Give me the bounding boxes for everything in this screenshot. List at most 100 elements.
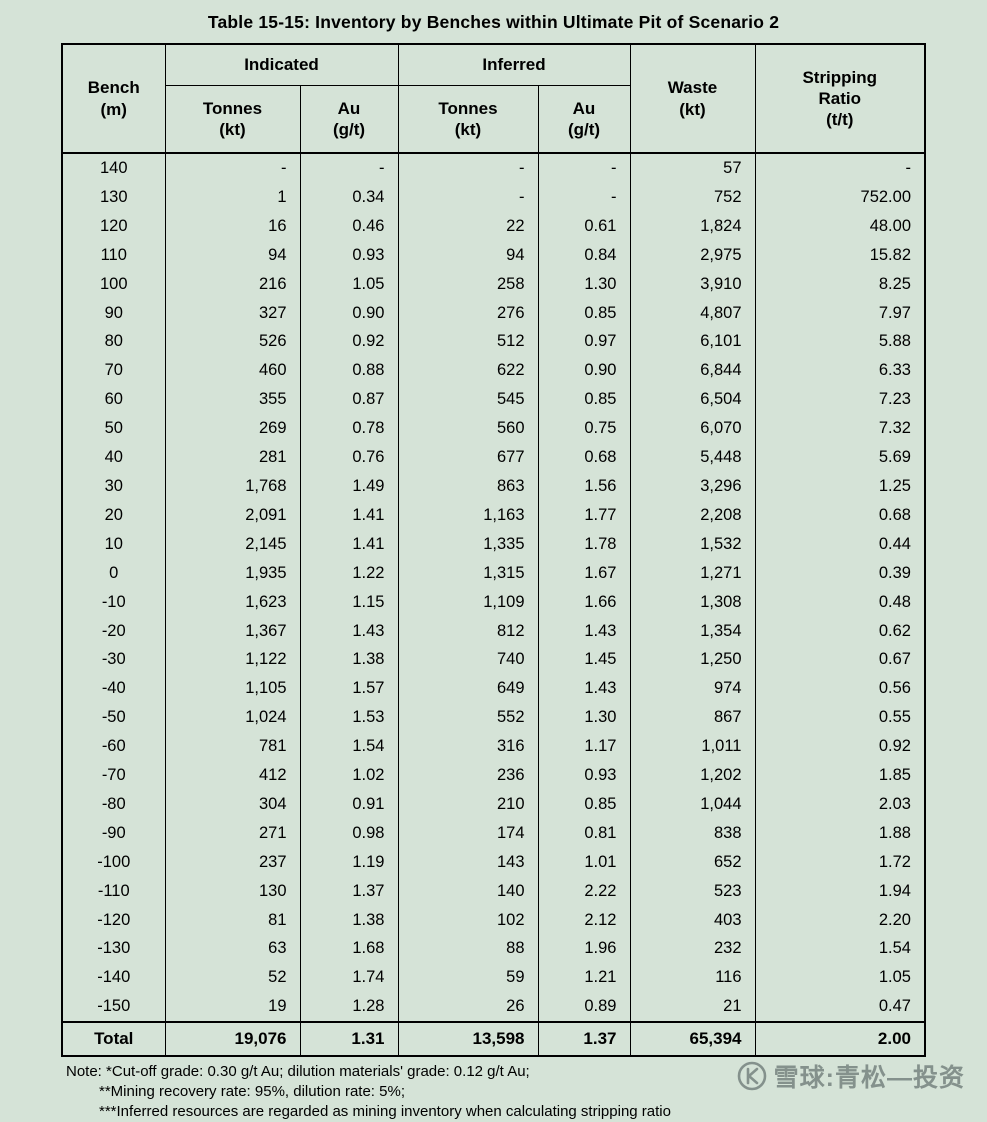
header-stripping-ratio: Stripping Ratio (t/t) [754, 43, 926, 154]
value-cell: 0.81 [537, 818, 631, 848]
value-cell: 1,532 [629, 529, 756, 559]
value-cell: 0.87 [299, 385, 399, 415]
table-title: Table 15-15: Inventory by Benches within… [207, 12, 780, 32]
value-cell: 867 [629, 703, 756, 733]
value-cell: 1.05 [299, 269, 399, 299]
value-cell: 1.49 [299, 471, 399, 501]
value-cell: 63 [164, 934, 301, 964]
value-cell: 1.38 [299, 905, 399, 935]
table-row: -60 781 1.54 316 1.17 1,011 0.92 [61, 732, 926, 762]
value-cell: 752.00 [754, 182, 926, 212]
value-cell: 130 [164, 876, 301, 906]
value-cell: 19 [164, 992, 301, 1023]
value-cell: 8.25 [754, 269, 926, 299]
value-cell: 0.61 [537, 211, 631, 241]
value-cell: 4,807 [629, 298, 756, 328]
value-cell: 1.56 [537, 471, 631, 501]
table-row: 0 1,935 1.22 1,315 1.67 1,271 0.39 [61, 558, 926, 588]
note-line-3: ***Inferred resources are regarded as mi… [99, 1103, 671, 1121]
bench-cell: -110 [61, 876, 166, 906]
table-row: -40 1,105 1.57 649 1.43 974 0.56 [61, 674, 926, 704]
value-cell: 523 [629, 876, 756, 906]
value-cell: 81 [164, 905, 301, 935]
value-cell: 1,250 [629, 645, 756, 675]
bench-cell: 110 [61, 240, 166, 270]
value-cell: 57 [629, 153, 756, 183]
value-cell: 1.66 [537, 587, 631, 617]
value-cell: 1.41 [299, 529, 399, 559]
value-cell: 1.94 [754, 876, 926, 906]
value-cell: 1.41 [299, 500, 399, 530]
value-cell: 1,163 [397, 500, 539, 530]
table-row: 50 269 0.78 560 0.75 6,070 7.32 [61, 414, 926, 444]
value-cell: 59 [397, 963, 539, 993]
value-cell: 16 [164, 211, 301, 241]
value-cell: 140 [397, 876, 539, 906]
value-cell: 1 [164, 182, 301, 212]
value-cell: - [397, 153, 539, 183]
bench-cell: -60 [61, 732, 166, 762]
value-cell: 0.98 [299, 818, 399, 848]
value-cell: 0.47 [754, 992, 926, 1023]
table-row: -100 237 1.19 143 1.01 652 1.72 [61, 847, 926, 877]
value-cell: 7.32 [754, 414, 926, 444]
value-cell: 1.53 [299, 703, 399, 733]
value-cell: 0.85 [537, 385, 631, 415]
bench-cell: -50 [61, 703, 166, 733]
total-stripping-ratio: 2.00 [754, 1021, 926, 1057]
value-cell: 1.15 [299, 587, 399, 617]
value-cell: 216 [164, 269, 301, 299]
value-cell: - [754, 153, 926, 183]
value-cell: 1.88 [754, 818, 926, 848]
value-cell: 3,296 [629, 471, 756, 501]
value-cell: 2.12 [537, 905, 631, 935]
table-row: -110 130 1.37 140 2.22 523 1.94 [61, 876, 926, 906]
value-cell: 1.38 [299, 645, 399, 675]
bench-cell: 80 [61, 327, 166, 357]
value-cell: 271 [164, 818, 301, 848]
value-cell: 1,768 [164, 471, 301, 501]
bench-cell: 20 [61, 500, 166, 530]
value-cell: 526 [164, 327, 301, 357]
bench-cell: 90 [61, 298, 166, 328]
value-cell: 1.21 [537, 963, 631, 993]
value-cell: - [537, 153, 631, 183]
value-cell: 0.62 [754, 616, 926, 646]
value-cell: 0.48 [754, 587, 926, 617]
value-cell: 21 [629, 992, 756, 1023]
bench-cell: 120 [61, 211, 166, 241]
value-cell: 0.85 [537, 789, 631, 819]
value-cell: 2,975 [629, 240, 756, 270]
header-inferred-tonnes: Tonnes (kt) [397, 85, 539, 154]
total-indicated-au: 1.31 [299, 1021, 399, 1057]
value-cell: 1,202 [629, 761, 756, 790]
value-cell: 652 [629, 847, 756, 877]
value-cell: 0.91 [299, 789, 399, 819]
table-row: 40 281 0.76 677 0.68 5,448 5.69 [61, 443, 926, 472]
value-cell: - [164, 153, 301, 183]
header-inferred: Inferred [397, 43, 631, 86]
value-cell: 677 [397, 443, 539, 472]
value-cell: 0.92 [299, 327, 399, 357]
table-row: -150 19 1.28 26 0.89 21 0.47 [61, 992, 926, 1023]
value-cell: 0.88 [299, 356, 399, 386]
value-cell: 1.30 [537, 269, 631, 299]
value-cell: 512 [397, 327, 539, 357]
bench-cell: 140 [61, 153, 166, 183]
value-cell: 1.30 [537, 703, 631, 733]
value-cell: 2.03 [754, 789, 926, 819]
bench-cell: -120 [61, 905, 166, 935]
value-cell: 0.46 [299, 211, 399, 241]
value-cell: 48.00 [754, 211, 926, 241]
value-cell: 116 [629, 963, 756, 993]
value-cell: 269 [164, 414, 301, 444]
bench-cell: 60 [61, 385, 166, 415]
bench-cell: -90 [61, 818, 166, 848]
note-line-2: **Mining recovery rate: 95%, dilution ra… [99, 1083, 405, 1101]
table-row: -50 1,024 1.53 552 1.30 867 0.55 [61, 703, 926, 733]
value-cell: 1,271 [629, 558, 756, 588]
value-cell: 0.90 [299, 298, 399, 328]
table-row: 100 216 1.05 258 1.30 3,910 8.25 [61, 269, 926, 299]
value-cell: 210 [397, 789, 539, 819]
table-row: -130 63 1.68 88 1.96 232 1.54 [61, 934, 926, 964]
